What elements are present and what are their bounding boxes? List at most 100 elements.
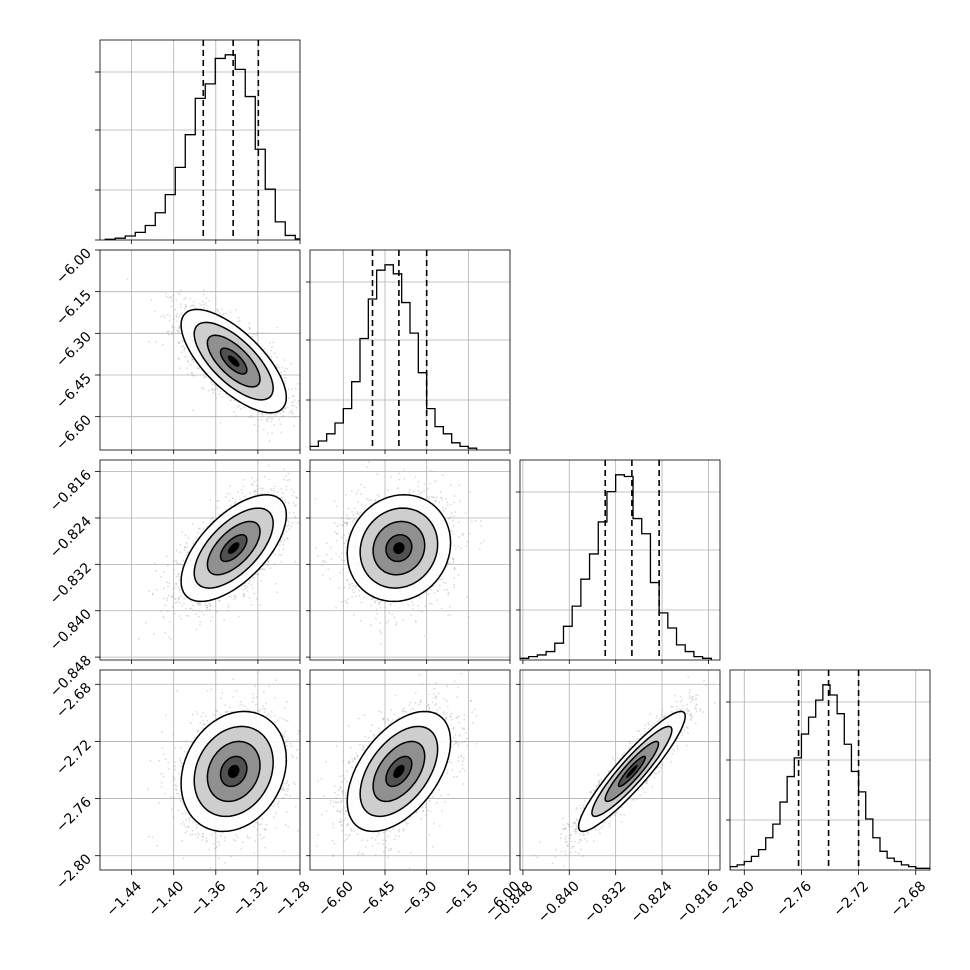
sample-point (285, 485, 288, 488)
sample-point (371, 598, 373, 601)
sample-point (186, 360, 189, 362)
sample-point (260, 489, 263, 492)
sample-point (173, 612, 176, 615)
sample-point (282, 492, 284, 494)
sample-point (239, 498, 241, 500)
sample-point (291, 404, 293, 407)
sample-point (294, 560, 296, 563)
panel-grid-1-1 (310, 250, 510, 450)
sample-point (192, 409, 194, 412)
sample-point (378, 601, 381, 604)
sample-point (250, 603, 253, 606)
sample-point (196, 367, 199, 370)
sample-point (166, 597, 169, 599)
sample-point (228, 595, 231, 598)
sample-point (177, 291, 180, 294)
sample-point (184, 547, 187, 549)
sample-point (279, 413, 282, 415)
sample-point (270, 489, 273, 492)
sample-point (447, 562, 450, 565)
sample-point (216, 308, 218, 311)
sample-point (235, 415, 237, 418)
sample-point (171, 325, 174, 328)
sample-point (216, 610, 219, 613)
sample-point (291, 494, 294, 497)
sample-point (177, 330, 180, 332)
sample-point (240, 488, 243, 491)
sample-point (178, 357, 180, 360)
sample-point (176, 329, 179, 332)
sample-point (148, 341, 151, 343)
sample-point (346, 522, 349, 525)
sample-point (314, 498, 317, 501)
sample-point (251, 483, 253, 486)
sample-point (225, 312, 228, 315)
sample-point (185, 614, 188, 617)
sample-point (193, 374, 196, 377)
sample-point (356, 511, 359, 513)
sample-point (189, 607, 191, 610)
sample-point (216, 506, 219, 509)
sample-point (278, 418, 281, 421)
sample-point (223, 619, 226, 621)
sample-point (162, 314, 165, 317)
sample-point (177, 586, 180, 588)
sample-point (266, 352, 269, 355)
sample-point (174, 308, 176, 311)
sample-point (200, 604, 202, 606)
sample-point (200, 610, 203, 613)
sample-point (211, 388, 214, 391)
sample-point (173, 329, 175, 332)
sample-point (306, 424, 308, 426)
sample-point (453, 501, 456, 504)
sample-point (287, 524, 290, 526)
sample-point (219, 390, 222, 393)
sample-point (166, 314, 169, 316)
sample-point (211, 516, 214, 519)
sample-point (233, 595, 236, 597)
sample-point (214, 383, 216, 386)
sample-point (208, 602, 211, 605)
sample-point (360, 493, 362, 496)
sample-point (302, 499, 304, 501)
sample-point (257, 418, 260, 421)
sample-point (252, 333, 255, 336)
sample-point (192, 543, 195, 545)
sample-point (170, 296, 173, 299)
sample-point (266, 432, 269, 435)
sample-point (351, 490, 353, 493)
sample-point (353, 518, 356, 521)
scatter-panel-p1-p2 (126, 278, 308, 442)
sample-point (461, 534, 464, 536)
sample-point (166, 581, 169, 584)
sample-point (311, 487, 313, 489)
sample-point (181, 605, 184, 607)
sample-point (302, 401, 304, 403)
sample-point (224, 508, 227, 511)
sample-point (269, 567, 272, 570)
histogram-step-p3 (520, 474, 712, 660)
sample-point (233, 595, 236, 597)
sample-point (183, 546, 186, 548)
sample-point (219, 422, 222, 424)
sample-point (287, 502, 290, 505)
sample-point (293, 404, 296, 407)
sample-point (178, 316, 181, 319)
sample-point (237, 490, 240, 493)
sample-point (294, 387, 297, 390)
sample-point (259, 603, 262, 606)
sample-point (238, 615, 241, 618)
sample-point (272, 488, 275, 490)
sample-point (283, 382, 286, 385)
sample-point (356, 501, 359, 503)
sample-point (237, 317, 240, 320)
sample-point (283, 468, 286, 471)
sample-point (363, 596, 365, 599)
sample-point (178, 326, 181, 329)
sample-point (295, 504, 297, 506)
sample-point (179, 314, 181, 316)
sample-point (244, 582, 247, 585)
sample-point (292, 401, 294, 403)
sample-point (287, 472, 290, 475)
sample-point (155, 588, 158, 591)
